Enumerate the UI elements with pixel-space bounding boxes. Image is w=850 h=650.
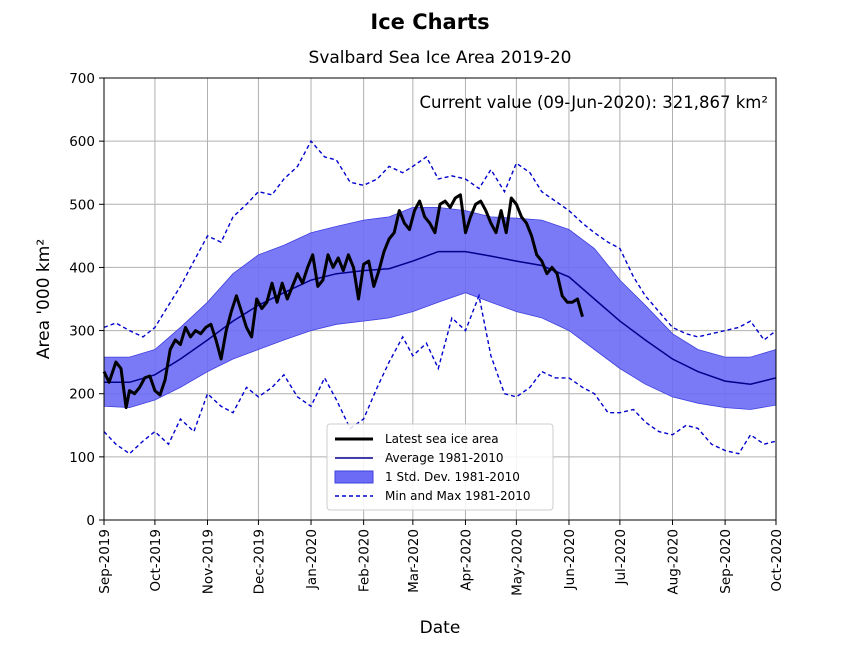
y-axis: 0 100 200 300 400 500 600 700: [69, 71, 104, 529]
y-axis-label: Area '000 km²: [34, 239, 54, 359]
y-tick-label: 500: [69, 197, 95, 213]
y-tick-label: 400: [69, 260, 95, 276]
x-tick-label: Oct-2019: [148, 529, 164, 592]
x-tick-label: Jul-2020: [613, 529, 629, 586]
std-dev-band: [103, 207, 777, 410]
min-max-lines: [103, 139, 777, 455]
std-dev-band-area: [103, 207, 777, 410]
y-tick-label: 200: [69, 387, 95, 403]
x-tick-label: Oct-2020: [769, 529, 785, 592]
x-tick-label: Feb-2020: [357, 529, 373, 592]
min-line: [103, 293, 777, 455]
y-tick-label: 300: [69, 324, 95, 340]
y-tick-label: 600: [69, 134, 95, 150]
legend-label: 1 Std. Dev. 1981-2010: [385, 470, 520, 484]
x-tick-label: Aug-2020: [665, 529, 681, 595]
x-tick-label: Apr-2020: [458, 529, 474, 591]
max-line: [103, 139, 777, 342]
current-value-annotation: Current value (09-Jun-2020): 321,867 km²: [419, 93, 768, 112]
plot-frame: [103, 77, 777, 521]
x-tick-label: Sep-2019: [97, 529, 113, 594]
x-tick-label: May-2020: [509, 529, 525, 596]
x-tick-label: Jan-2020: [304, 529, 320, 590]
x-tick-label: Sep-2020: [718, 529, 734, 594]
x-tick-label: Dec-2019: [251, 529, 267, 594]
y-tick-label: 100: [69, 450, 95, 466]
legend-label: Average 1981-2010: [385, 451, 504, 465]
legend-box: [326, 423, 554, 511]
chart-suptitle: Ice Charts: [370, 10, 489, 34]
legend-label: Min and Max 1981-2010: [385, 489, 531, 503]
legend-label: Latest sea ice area: [385, 432, 499, 446]
legend-swatch: [334, 470, 374, 484]
latest-line: [102, 193, 584, 410]
legend: Latest sea ice area Average 1981-2010 1 St…: [326, 423, 554, 511]
x-tick-label: Nov-2019: [201, 529, 217, 594]
y-tick-label: 0: [86, 513, 95, 529]
latest-line-group: [102, 193, 584, 410]
x-tick-label: Jun-2020: [562, 529, 578, 590]
x-tick-label: Mar-2020: [406, 529, 422, 593]
x-axis: Sep-2019 Oct-2019 Nov-2019 Dec-2019 Jan-2020…: [97, 520, 785, 596]
chart-title: Svalbard Sea Ice Area 2019-20: [309, 48, 572, 68]
average-line-group: [104, 250, 777, 385]
y-tick-label: 700: [69, 71, 95, 87]
average-line: [104, 250, 777, 385]
x-axis-label: Date: [420, 618, 461, 638]
